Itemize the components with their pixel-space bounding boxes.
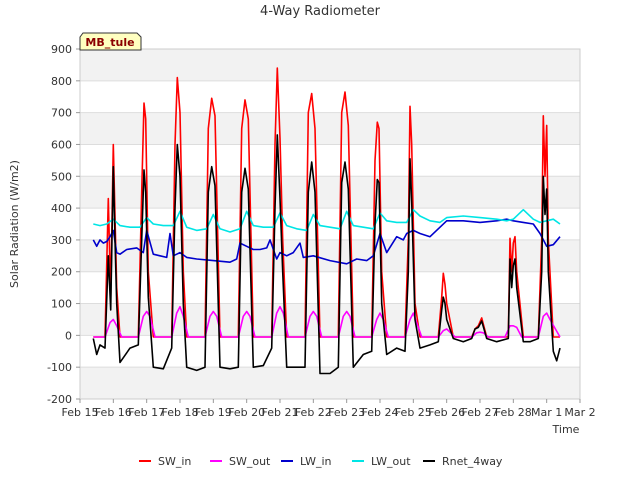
x-tick-label: Feb 28 xyxy=(495,406,532,419)
y-tick-label: -100 xyxy=(47,361,72,374)
y-axis-label: Solar Radiation (W/m2) xyxy=(8,160,21,288)
plot-band xyxy=(80,239,580,272)
x-tick-label: Feb 17 xyxy=(128,406,165,419)
y-tick-label: 500 xyxy=(51,170,72,183)
site-label: MB_tule xyxy=(85,36,134,49)
y-tick-label: 100 xyxy=(51,298,72,311)
x-axis-label: Time xyxy=(552,423,580,436)
plot-background-bands xyxy=(80,49,580,399)
x-tick-label: Feb 24 xyxy=(362,406,399,419)
plot-frame xyxy=(79,48,581,400)
legend: SW_in SW_out LW_in LW_out Rnet_4way xyxy=(139,455,503,468)
legend-label: SW_in xyxy=(158,455,191,468)
plot-band xyxy=(80,367,580,399)
legend-label: Rnet_4way xyxy=(442,455,503,468)
y-tick-label: 0 xyxy=(65,329,72,342)
plot-band xyxy=(80,112,580,145)
y-tick-label: 800 xyxy=(51,75,72,88)
series-lines xyxy=(92,67,561,375)
x-tick-label: Feb 23 xyxy=(328,406,365,419)
series-line-rnet-4way xyxy=(92,134,561,375)
y-tick-label: 200 xyxy=(51,266,72,279)
y-tick-label: 400 xyxy=(51,202,72,215)
series-line-lw-in xyxy=(92,218,561,265)
y-tick-label: 300 xyxy=(51,234,72,247)
y-axis-ticks: -200 -100 0 100 200 300 400 500 600 700 800 900 xyxy=(47,43,80,406)
x-tick-label: Feb 19 xyxy=(195,406,232,419)
legend-label: LW_out xyxy=(371,455,411,468)
plot-band xyxy=(80,49,580,81)
x-tick-label: Feb 22 xyxy=(295,406,332,419)
legend-label: SW_out xyxy=(229,455,271,468)
x-tick-label: Feb 15 xyxy=(62,406,99,419)
y-tick-label: 600 xyxy=(51,138,72,151)
x-tick-label: Feb 27 xyxy=(462,406,499,419)
plot-band xyxy=(80,303,580,336)
y-tick-label: 900 xyxy=(51,43,72,56)
y-tick-label: -200 xyxy=(47,393,72,406)
x-tick-label: Mar 2 xyxy=(564,406,595,419)
series-line-sw-out xyxy=(93,305,561,338)
y-tick-label: 700 xyxy=(51,107,72,120)
plot-band xyxy=(80,176,580,209)
site-label-box: MB_tule xyxy=(79,32,142,51)
chart-title: 4-Way Radiometer xyxy=(260,4,381,19)
legend-label: LW_in xyxy=(300,455,332,468)
series-line-lw-out xyxy=(93,208,561,233)
x-tick-label: Feb 21 xyxy=(262,406,299,419)
x-tick-label: Feb 18 xyxy=(162,406,199,419)
x-tick-label: Mar 1 xyxy=(531,406,562,419)
x-tick-label: Feb 25 xyxy=(395,406,432,419)
x-tick-label: Feb 26 xyxy=(428,406,465,419)
x-tick-label: Feb 20 xyxy=(228,406,265,419)
x-tick-label: Feb 16 xyxy=(95,406,132,419)
